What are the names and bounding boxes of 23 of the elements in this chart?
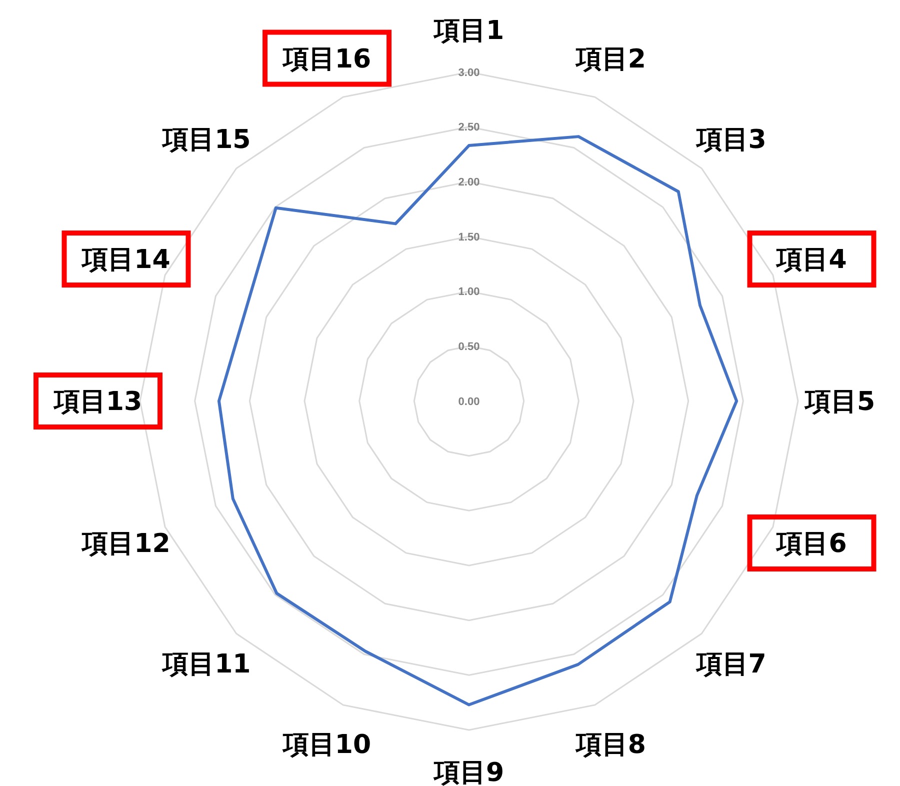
y-tick-label: 2.00 xyxy=(458,176,480,189)
spoke-label: 項目16 xyxy=(282,44,372,74)
spoke-label: 項目14 xyxy=(81,245,170,276)
spoke-label: 項目9 xyxy=(432,758,504,786)
y-tick-label: 1.00 xyxy=(458,286,480,298)
spoke-label: 項目1 xyxy=(432,16,504,46)
spoke-label: 項目2 xyxy=(574,44,646,74)
y-tick-label: 3.00 xyxy=(458,66,480,79)
y-tick-label: 2.50 xyxy=(458,122,480,134)
spoke-label: 項目15 xyxy=(162,124,251,155)
spoke-label: 項目5 xyxy=(804,387,876,418)
spoke-label: 項目11 xyxy=(162,649,251,680)
spoke-label: 項目10 xyxy=(282,730,372,760)
y-tick-label: 0.00 xyxy=(458,396,480,408)
spoke-label: 項目13 xyxy=(52,387,142,418)
y-tick-label: 0.50 xyxy=(458,341,480,354)
spoke-label: 項目12 xyxy=(81,529,170,560)
spoke-label: 項目8 xyxy=(574,730,646,760)
spoke-label: 項目3 xyxy=(695,124,766,155)
y-tick-label: 1.50 xyxy=(458,231,480,244)
spoke-label: 項目4 xyxy=(776,245,847,276)
spoke-label: 項目7 xyxy=(695,649,766,680)
spoke-label: 項目6 xyxy=(776,529,847,560)
